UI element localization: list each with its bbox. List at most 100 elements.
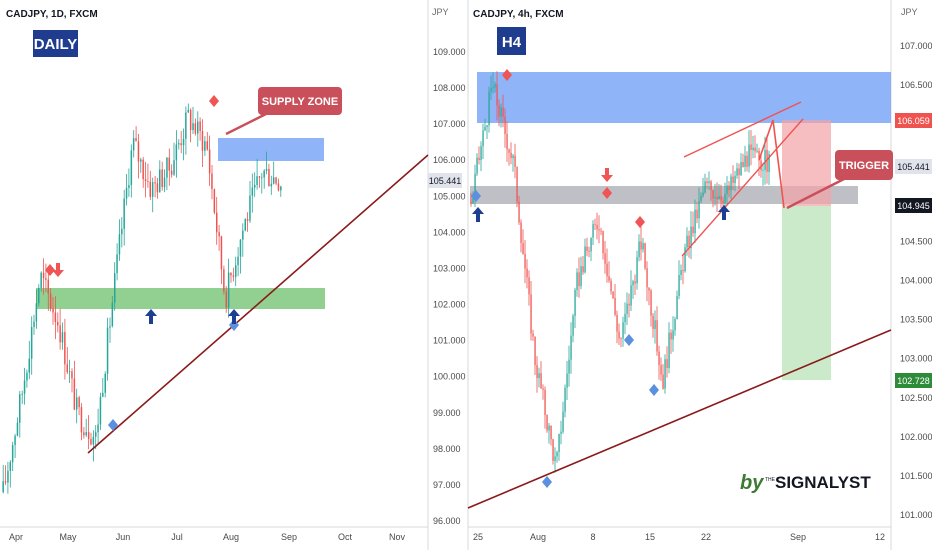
h4-candle <box>690 226 692 249</box>
h4-price-tick: 104.500 <box>900 236 932 246</box>
daily-candle <box>38 287 40 304</box>
daily-candle <box>14 435 16 446</box>
h4-candle <box>480 146 482 160</box>
h4-candle <box>568 359 570 374</box>
h4-candle <box>596 224 598 230</box>
daily-candle <box>68 371 71 373</box>
daily-candle <box>227 272 230 308</box>
h4-price-badge-stop-text: 106.059 <box>897 116 930 126</box>
daily-candle <box>246 219 249 221</box>
h4-candle <box>510 152 512 159</box>
h4-price-tick: 103.500 <box>900 315 932 325</box>
h4-price-tick: 101.500 <box>900 471 932 481</box>
h4-candle <box>638 241 640 258</box>
h4-price-tick: 102.500 <box>900 393 932 403</box>
daily-candle <box>142 159 144 180</box>
h4-candle <box>704 181 706 193</box>
h4-candle <box>580 266 582 287</box>
daily-candle <box>239 239 242 257</box>
daily-candle <box>85 432 87 436</box>
daily-candle <box>180 143 182 146</box>
h4-time-tick: 22 <box>701 532 711 542</box>
projected-path <box>758 119 785 209</box>
daily-candle <box>2 481 4 493</box>
up-arrow-icon <box>228 309 240 324</box>
h4-candle <box>626 303 628 314</box>
h4-price-tick: 103.000 <box>900 354 932 364</box>
h4-candle <box>590 237 592 252</box>
demand-zone-daily <box>36 288 325 309</box>
h4-candle <box>756 150 758 152</box>
wedge-upper-line <box>683 101 802 158</box>
daily-candle <box>121 228 123 235</box>
daily-currency-label: JPY <box>432 7 449 17</box>
h4-candle <box>662 374 664 389</box>
h4-candle <box>664 359 666 389</box>
supply-zone-callout <box>258 87 342 115</box>
daily-price-tick: 98.000 <box>433 444 461 454</box>
h4-candle <box>748 144 750 167</box>
h4-candle <box>668 332 670 368</box>
h4-candle <box>736 168 738 176</box>
blue-diamond-marker <box>624 334 634 346</box>
daily-candle <box>182 138 185 146</box>
daily-candle <box>280 186 282 191</box>
h4-price-tick: 106.500 <box>900 80 932 90</box>
h4-candle <box>592 224 594 238</box>
daily-candle <box>201 131 204 151</box>
h4-candle <box>552 439 554 461</box>
h4-candle <box>566 373 568 388</box>
h4-candle <box>654 320 656 329</box>
daily-candle <box>258 176 261 178</box>
h4-candle <box>482 130 484 147</box>
h4-candle <box>758 150 760 161</box>
h4-candle <box>640 241 642 250</box>
h4-candle <box>474 173 476 194</box>
daily-candle <box>168 157 170 171</box>
daily-candle <box>57 322 59 326</box>
daily-candle <box>40 272 42 288</box>
daily-candle <box>192 123 194 131</box>
h4-candle <box>648 287 650 291</box>
h4-candle <box>622 322 624 339</box>
h4-candle <box>498 105 500 117</box>
daily-candle <box>147 181 149 182</box>
daily-time-axis: Apr May Jun Jul Aug Sep Oct Nov <box>9 532 406 542</box>
daily-candle <box>52 308 54 313</box>
daily-last-price-badge <box>428 173 462 188</box>
daily-time-tick: Nov <box>389 532 406 542</box>
h4-time-tick: Aug <box>530 532 546 542</box>
daily-candle <box>92 436 95 445</box>
h4-candle <box>544 389 546 416</box>
daily-candle <box>170 170 173 175</box>
h4-candle <box>518 201 520 223</box>
h4-candle <box>682 270 684 272</box>
daily-candle <box>28 358 30 373</box>
daily-candle <box>130 150 133 185</box>
h4-time-tick: 15 <box>645 532 655 542</box>
h4-price-badge-stop <box>895 113 932 128</box>
h4-candle <box>526 268 528 278</box>
h4-candle <box>564 387 566 412</box>
daily-candle <box>54 312 57 322</box>
daily-candle <box>9 462 11 471</box>
target-zone-h4 <box>782 206 831 380</box>
h4-candle <box>514 155 516 167</box>
h4-candle <box>502 107 504 117</box>
h4-candle <box>628 303 630 306</box>
daily-candle <box>4 481 7 483</box>
daily-candle <box>26 372 28 381</box>
h4-candle <box>560 431 562 434</box>
h4-price-tick: 101.000 <box>900 510 932 520</box>
daily-candle <box>199 121 201 132</box>
h4-candles <box>470 71 770 473</box>
daily-candle <box>76 397 78 410</box>
daily-price-tick: 109.000 <box>433 47 466 57</box>
up-arrow-icon <box>145 309 157 324</box>
daily-price-tick: 102.000 <box>433 300 466 310</box>
daily-candle <box>206 141 208 150</box>
h4-price-badge-last-text: 105.441 <box>897 162 930 172</box>
daily-candle <box>83 432 85 436</box>
h4-candle <box>534 336 536 366</box>
daily-candle <box>99 396 102 425</box>
